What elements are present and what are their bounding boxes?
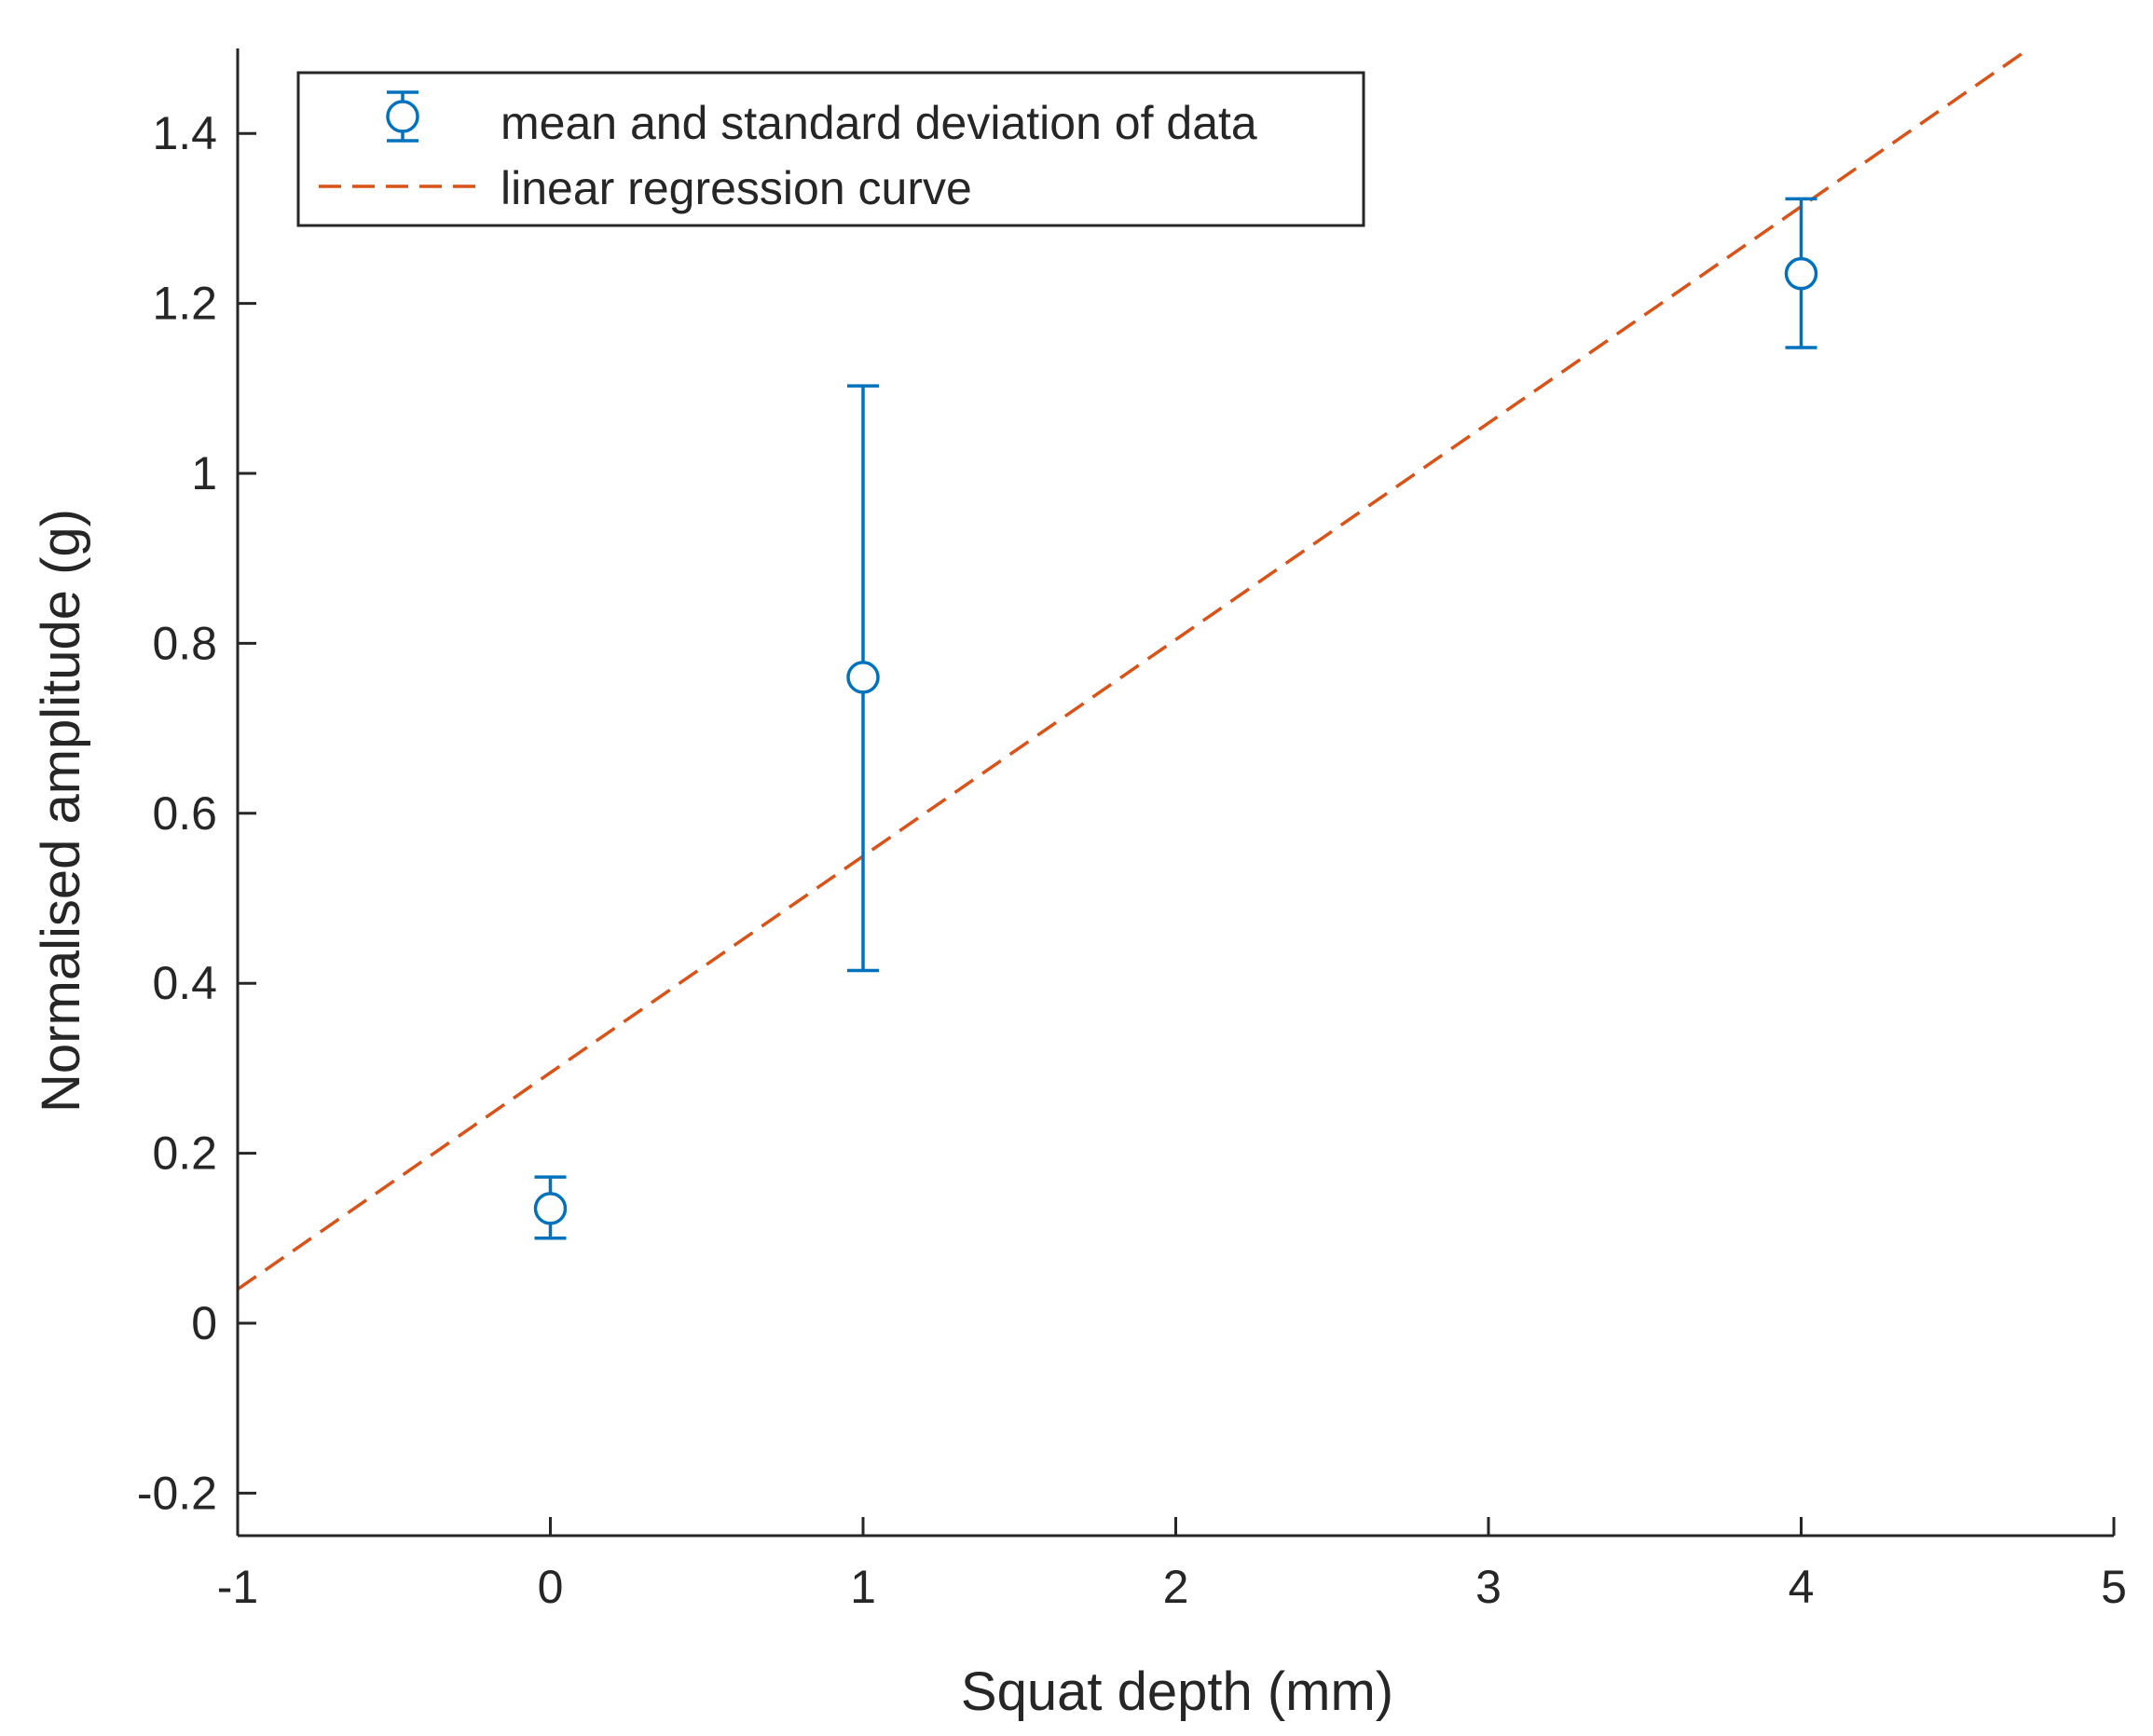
x-tick-label: 4 xyxy=(1789,1561,1815,1613)
legend-errorbar-marker xyxy=(386,90,419,143)
legend-circle-marker xyxy=(386,100,419,133)
y-axis-title: Normalised amplitude (g) xyxy=(31,509,91,1113)
x-tick-label: 0 xyxy=(538,1561,564,1613)
errorbar-point xyxy=(533,1175,568,1240)
legend: mean and standard deviation of data line… xyxy=(296,71,1365,227)
data-point-marker xyxy=(846,661,880,694)
y-tick-label: 1 xyxy=(191,447,217,499)
plot-area xyxy=(237,47,2031,1291)
legend-box xyxy=(296,71,1365,227)
y-tick-label: 1.4 xyxy=(152,107,217,159)
legend-label-regression: linear regression curve xyxy=(501,162,972,214)
y-tick-label: 1.2 xyxy=(152,278,217,330)
errorbar-point xyxy=(1784,197,1818,349)
x-tick-label: 1 xyxy=(850,1561,876,1613)
errorbar-point xyxy=(846,384,880,973)
x-tick-label: -1 xyxy=(217,1561,258,1613)
y-tick-label: 0.2 xyxy=(152,1128,217,1180)
y-tick-label: 0.6 xyxy=(152,787,217,840)
x-axis-title: Squat depth (mm) xyxy=(961,1661,1393,1722)
regression-line xyxy=(237,47,2031,1291)
y-tick-label: 0.8 xyxy=(152,617,217,669)
axes: -1 0 1 2 3 4 5 -0.2 0 0.2 0.4 0.6 0.8 1 1.2 1.4 xyxy=(137,48,2127,1613)
x-tick-label: 3 xyxy=(1475,1561,1502,1613)
legend-label-data: mean and standard deviation of data xyxy=(501,97,1257,149)
y-tick-label: -0.2 xyxy=(137,1467,217,1519)
x-tick-label: 5 xyxy=(2101,1561,2127,1613)
y-tick-label: 0 xyxy=(191,1297,217,1349)
x-tick-label: 2 xyxy=(1163,1561,1189,1613)
data-point-marker xyxy=(1784,256,1818,291)
data-point-marker xyxy=(533,1192,568,1225)
y-tick-label: 0.4 xyxy=(152,957,217,1009)
